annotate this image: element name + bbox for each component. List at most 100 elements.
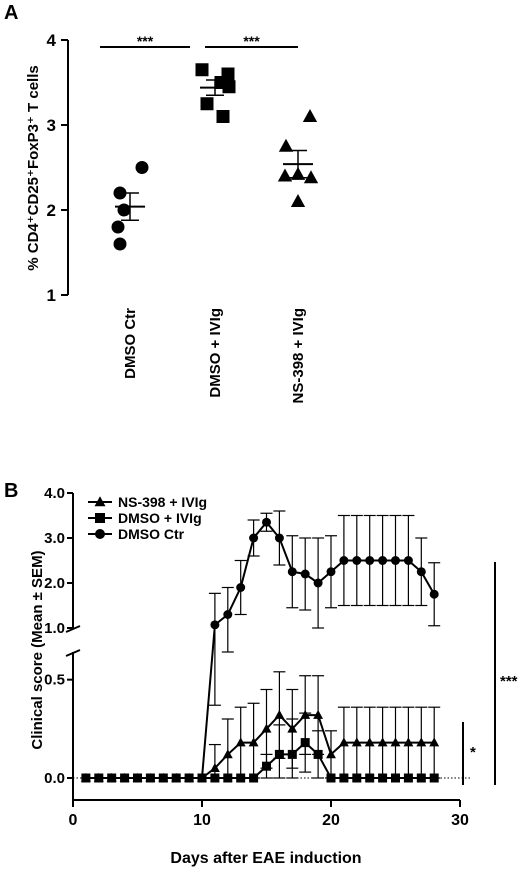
panel-b-data-point (235, 737, 246, 747)
panel-b-data-point (365, 556, 375, 565)
panel-b-data-point (391, 773, 400, 783)
panel-b-x-tick-label: 0 (69, 812, 78, 829)
panel-b-label: B (4, 480, 18, 502)
panel-b-y-tick-label: 0.0 (44, 770, 65, 787)
panel-b-y-axis-label: Clinical score (Mean ± SEM) (29, 550, 46, 749)
panel-b-data-point (287, 749, 297, 759)
panel-b-y-tick-label: 2.0 (44, 575, 65, 592)
panel-b-data-point (338, 737, 349, 747)
panel-b-series-line (85, 713, 435, 779)
panel-b-data-point (107, 773, 117, 783)
panel-b-data-point (416, 773, 426, 783)
panel-b-data-point (378, 773, 388, 783)
panel-b-data-point (262, 761, 271, 771)
panel-b-axis-break-mark (65, 649, 81, 657)
panel-b: B Clinical score (Mean ± SEM) Days after… (4, 480, 518, 867)
panel-b-x-tick-label: 20 (322, 812, 340, 829)
panel-b-data-point (210, 620, 220, 630)
panel-b-data-point (313, 709, 324, 719)
panel-b-data-point (326, 749, 336, 759)
panel-b-data-point (236, 583, 246, 592)
panel-b-data-point (377, 737, 388, 747)
panel-a-significance-label: *** (137, 33, 154, 49)
panel-a-data-point (113, 186, 127, 200)
panel-b-data-point (403, 737, 414, 747)
panel-b-data-point (378, 556, 388, 565)
panel-a-data-point (111, 220, 125, 234)
panel-b-data-point (120, 773, 130, 783)
panel-a-data-point (277, 168, 293, 182)
panel-b-data-point (326, 773, 336, 783)
panel-b-data-point (300, 569, 310, 579)
panel-a-y-axis-label: % CD4⁺CD25⁺FoxP3⁺ T cells (25, 65, 42, 271)
panel-a-y-tick-label: 4 (47, 31, 57, 50)
panel-b-data-point (223, 610, 233, 619)
panel-b-data-point (197, 773, 207, 783)
panel-b-data-point (287, 567, 297, 577)
panel-a-category-label: DMSO + IVIg (207, 308, 224, 398)
panel-b-data-point (326, 567, 336, 577)
panel-b-data-point (248, 737, 259, 747)
panel-b-data-point (416, 737, 427, 747)
panel-b-data-point (274, 533, 284, 543)
panel-b-data-point (261, 723, 272, 733)
panel-a-data-point (216, 110, 230, 123)
panel-b-data-point (403, 556, 413, 565)
panel-b-data-point (94, 773, 104, 783)
panel-b-data-point (210, 773, 220, 783)
panel-b-y-tick-label: 4.0 (44, 485, 65, 502)
panel-a-significance: *** *** (100, 33, 298, 49)
panel-b-x-tick-label: 10 (193, 812, 211, 829)
panel-a-data-point (302, 109, 318, 123)
panel-b-y-tick-label: 0.5 (44, 672, 65, 689)
panel-b-data-point (339, 773, 349, 783)
panel-b-data-point (365, 773, 375, 783)
panel-b-data-point (429, 773, 439, 783)
panel-b-significance-label: * (470, 744, 476, 761)
panel-b-data-point (403, 773, 413, 783)
panel-b-data-point (184, 773, 194, 783)
panel-b-data-point (158, 773, 168, 783)
panel-a-y-tick-label: 3 (47, 116, 56, 135)
panel-b-legend-marker (95, 529, 105, 539)
panel-a-data-point (290, 194, 306, 208)
panel-b-data-point (416, 567, 426, 577)
panel-b-data-point (352, 556, 362, 565)
panel-b-data-point (249, 533, 259, 543)
panel-a-data-point (278, 138, 294, 152)
panel-b-data-point (391, 556, 400, 565)
panel-a: A % CD4⁺CD25⁺FoxP3⁺ T cells 1 2 3 4 *** *** … (4, 2, 319, 403)
panel-b-data-point (429, 737, 440, 747)
panel-b-significance-label: *** (500, 673, 518, 690)
panel-b-significance: **** (462, 562, 518, 785)
panel-b-data-point (364, 737, 375, 747)
panel-a-significance-label: *** (243, 33, 260, 49)
panel-b-data-point (339, 556, 349, 565)
panel-b-data-point (274, 749, 284, 759)
panel-b-legend-marker (95, 513, 105, 523)
panel-b-data-point (133, 773, 142, 783)
panel-b-data-point (249, 773, 259, 783)
panel-a-y-tick-label: 2 (47, 201, 56, 220)
panel-b-x-tick-label: 30 (451, 812, 469, 829)
panel-b-legend-label: DMSO Ctr (118, 526, 185, 542)
panel-b-legend-label: NS-398 + IVIg (118, 494, 207, 510)
panel-b-data-point (352, 773, 362, 783)
panel-a-label: A (4, 2, 18, 24)
panel-b-data-point (223, 773, 233, 783)
panel-a-ticks: 1 2 3 4 (47, 31, 68, 305)
panel-b-data-point (81, 773, 91, 783)
panel-b-legend-marker (94, 496, 106, 507)
panel-a-data-point (117, 203, 131, 217)
panel-b-data-point (222, 749, 233, 759)
panel-b-data-point (171, 773, 181, 783)
panel-b-data-point (300, 738, 310, 748)
panel-b-y-tick-label: 1.0 (44, 620, 65, 637)
panel-a-data-point (200, 97, 214, 111)
panel-b-data-point (313, 578, 323, 588)
panel-b-data-point (390, 737, 401, 747)
panel-a-data-point (303, 170, 319, 184)
panel-b-data-point (351, 737, 362, 747)
panel-b-data-point (145, 773, 155, 783)
